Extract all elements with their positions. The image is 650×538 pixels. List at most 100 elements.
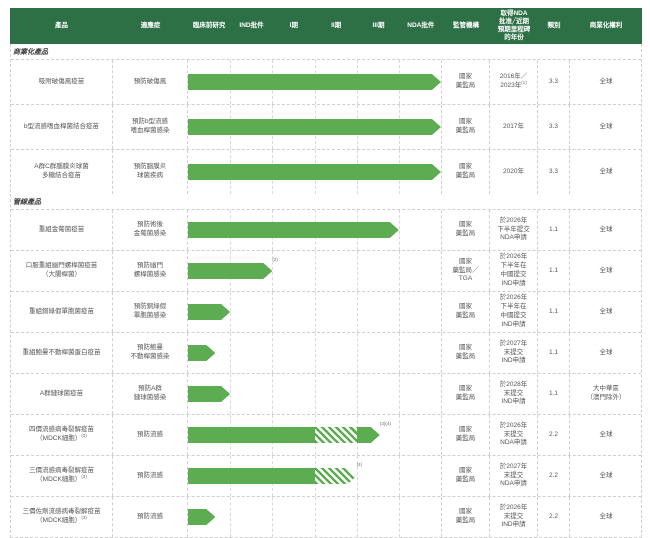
indication-cell-line: 不動桿菌感染 bbox=[130, 353, 170, 360]
product-cell-line: 三價佐劑流感病毒裂解疫苗 bbox=[22, 508, 101, 516]
footnote-ref: (1) bbox=[521, 79, 527, 85]
milestone-cell-line-wrap: 2023年(1) bbox=[500, 79, 527, 91]
header-category: 類別 bbox=[547, 22, 561, 30]
indication-cell-line: 預防流感 bbox=[137, 471, 163, 479]
indication-cell-line: 預防銅綠假 bbox=[133, 303, 167, 311]
header-stage-nda: NDA批件 bbox=[407, 22, 435, 30]
stage-gridline bbox=[230, 374, 232, 414]
category-value: 2.2 bbox=[548, 471, 559, 479]
pipeline-bar-segment bbox=[188, 74, 441, 90]
product-cell-line: 重組金葡菌疫苗 bbox=[38, 225, 85, 233]
indication-cell-line: 螺桿菌感染 bbox=[133, 271, 167, 278]
indication-cell-line: 金葡菌感染 bbox=[133, 230, 167, 237]
product-cell-line: （MDCK細胞） bbox=[36, 476, 82, 483]
pipeline-bar-cell: (2) bbox=[188, 251, 442, 291]
category-cell: 2.2 bbox=[538, 497, 570, 537]
section-row: 商業化產品 bbox=[11, 44, 641, 60]
header-milestone-line: 取得NDA bbox=[500, 10, 528, 18]
indication-cell-line: 預防破傷風 bbox=[133, 77, 167, 85]
footnote-ref: (2) bbox=[272, 257, 278, 262]
stage-gridline bbox=[314, 374, 316, 414]
header-product: 產品 bbox=[55, 22, 68, 30]
regulator-cell: 國家 藥監局 bbox=[442, 456, 490, 496]
pipeline-bar-segment bbox=[188, 386, 230, 402]
product-cell-line: b型流感嗜血桿菌結合疫苗 bbox=[23, 122, 100, 130]
indication-cell: 預防腦膜炎 球菌疾病 bbox=[113, 150, 188, 194]
milestone-cell-line: 中國提交 bbox=[500, 312, 527, 319]
regulator-cell-line: 藥監局 bbox=[455, 353, 476, 360]
indication-cell-line: 預防流感 bbox=[137, 430, 163, 438]
table-body: 商業化產品 吸附破傷風疫苗 預防破傷風 國家 藥監局 2016年／ 2023年(1) 3.3 全… bbox=[10, 44, 642, 538]
section-rows: 重組金葡菌疫苗 預防術後 金葡菌感染 國家 藥監局 於2026年 下半年提交 NDA申請 1.1… bbox=[11, 210, 641, 537]
indication-cell-line: 嗜血桿菌感染 bbox=[130, 127, 170, 134]
milestone-cell: 於2026年 下半年在 中國提交 IND申請 bbox=[490, 251, 538, 291]
category-value: 1.1 bbox=[548, 348, 559, 356]
rights-cell: 全球 bbox=[570, 292, 642, 332]
indication-cell: 預防流感 bbox=[113, 497, 188, 537]
milestone-cell-line: 下半年提交 bbox=[497, 225, 530, 233]
regulator-cell-line: 藥監局 bbox=[455, 394, 476, 401]
section-rows: 吸附破傷風疫苗 預防破傷風 國家 藥監局 2016年／ 2023年(1) 3.3 全球 b型流感… bbox=[11, 60, 641, 194]
pipeline-bar-segment bbox=[314, 427, 357, 443]
pipeline-bar-segment bbox=[357, 427, 380, 443]
indication-cell-line: 預防流感 bbox=[137, 512, 163, 520]
indication-cell: 預防術後 金葡菌感染 bbox=[113, 210, 188, 250]
table-row: 重組鮑曼不動桿菌蛋白疫苗 預防鮑曼 不動桿菌感染 國家 藥監局 於2027年 末提交 IND申… bbox=[11, 333, 641, 374]
product-cell: 三價流感病毒裂解疫苗 （MDCK細胞）(3) bbox=[11, 456, 113, 496]
pipeline-bar-cell bbox=[188, 292, 442, 332]
rights-cell: 全球 bbox=[570, 210, 642, 250]
regulator-cell: 國家 藥監局 bbox=[442, 105, 490, 149]
regulator-cell-line: 國家 bbox=[459, 221, 472, 229]
header-stage-phase2: II期 bbox=[331, 22, 342, 30]
product-cell: 四價流感病毒裂解疫苗 （MDCK細胞）(3) bbox=[11, 415, 113, 455]
rights-cell: 全球 bbox=[570, 60, 642, 104]
regulator-cell-line: 國家 bbox=[459, 467, 472, 475]
indication-cell-line: 鏈球菌感染 bbox=[133, 394, 167, 401]
pipeline-bar-segment bbox=[188, 119, 441, 135]
stage-gridline bbox=[398, 333, 400, 373]
regulator-cell-line: 國家 bbox=[459, 73, 472, 81]
product-cell-line-wrap: （MDCK細胞）(3) bbox=[36, 433, 87, 444]
product-cell: 重組銅綠假單胞菌疫苗 bbox=[11, 292, 113, 332]
product-cell-line: 多糖結合疫苗 bbox=[42, 172, 81, 179]
stage-gridline bbox=[398, 251, 400, 291]
table-row: 口服重組幽門螺桿菌疫苗 （大腸桿菌） 預防幽門 螺桿菌感染 (2) 國家 藥監局／ TGA 於2… bbox=[11, 251, 641, 292]
regulator-cell-line: 藥監局 bbox=[455, 476, 476, 483]
regulator-cell: 國家 藥監局／ TGA bbox=[442, 251, 490, 291]
stage-gridline bbox=[230, 292, 232, 332]
rights-cell: 全球 bbox=[570, 105, 642, 149]
section-label: 管線產品 bbox=[13, 198, 41, 206]
regulator-cell-line: 藥監局 bbox=[455, 435, 476, 442]
header-indication: 適應症 bbox=[140, 22, 161, 30]
indication-cell-line: 單胞菌感染 bbox=[133, 312, 167, 319]
rights-cell-line: 全球 bbox=[599, 348, 613, 356]
pipeline-table: 產品 適應症 臨床前研究 IND批件 I期 II期 III期 NDA批件 監管機… bbox=[10, 8, 642, 538]
product-cell-line: 口服重組幽門螺桿菌疫苗 bbox=[25, 262, 98, 270]
table-row: 三價流感病毒裂解疫苗 （MDCK細胞）(3) 預防流感 (4) 國家 藥監局 於2027年末… bbox=[11, 456, 641, 497]
stage-gridline bbox=[272, 292, 274, 332]
rights-cell-line: 全球 bbox=[599, 307, 613, 315]
rights-cell: 全球 bbox=[570, 497, 642, 537]
regulator-cell-line: 藥監局／ bbox=[452, 266, 479, 274]
milestone-cell-line: IND申請 bbox=[501, 521, 526, 529]
milestone-cell-line: IND申請 bbox=[501, 279, 526, 287]
regulator-cell-line: 國家 bbox=[459, 508, 472, 516]
category-value: 3.3 bbox=[548, 77, 559, 85]
category-value: 1.1 bbox=[548, 307, 559, 315]
stage-gridline bbox=[314, 333, 316, 373]
product-cell: A群C群腦膜炎球菌 多糖結合疫苗 bbox=[11, 150, 113, 194]
table-row: A群C群腦膜炎球菌 多糖結合疫苗 預防腦膜炎 球菌疾病 國家 藥監局 2020年 3.3 全球 bbox=[11, 150, 641, 194]
regulator-cell-line: 藥監局 bbox=[455, 172, 476, 179]
pipeline-bar-segment bbox=[188, 468, 315, 484]
section-label: 商業化產品 bbox=[13, 48, 48, 56]
indication-cell-line: 球菌疾病 bbox=[137, 172, 163, 179]
milestone-cell-line: IND申請 bbox=[501, 398, 526, 406]
milestone-cell-line: 末提交 bbox=[503, 348, 524, 356]
category-cell: 3.3 bbox=[538, 60, 570, 104]
milestone-cell-line: NDA申請 bbox=[500, 480, 527, 488]
product-cell: 三價佐劑流感病毒裂解疫苗 （MDCK細胞）(3) bbox=[11, 497, 113, 537]
milestone-cell-line: 下半年在 bbox=[500, 303, 527, 311]
milestone-cell: 2017年 bbox=[490, 105, 538, 149]
product-cell: 口服重組幽門螺桿菌疫苗 （大腸桿菌） bbox=[11, 251, 113, 291]
pipeline-bar-segment bbox=[188, 263, 272, 279]
